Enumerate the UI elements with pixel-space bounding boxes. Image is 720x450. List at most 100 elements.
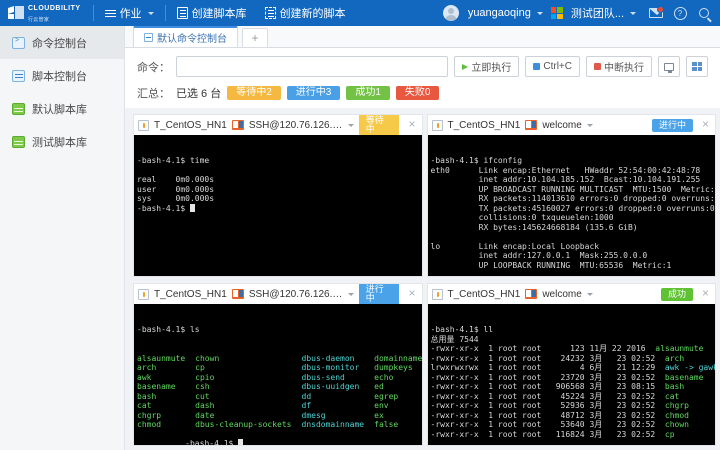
terminal-icon (525, 289, 538, 299)
terminal-command: -bash-4.1$ ls (137, 325, 200, 334)
sidebar: 命令控制台 脚本控制台 默认脚本库 测试脚本库 (0, 26, 125, 450)
terminal-lines: -bash-4.1$ time real 0m0.000s user 0m0.00… (137, 156, 215, 203)
terminal-icon (525, 120, 538, 130)
play-icon (462, 63, 469, 70)
terminal-output[interactable]: -bash-4.1$ ifconfig eth0 Link encap:Ether… (427, 135, 716, 276)
chevron-down-icon[interactable] (347, 292, 354, 296)
sidebar-item-command-console[interactable]: 命令控制台 (0, 26, 124, 59)
chevron-down-icon[interactable] (586, 292, 593, 296)
notification-dot (657, 6, 664, 13)
create-new-script-button[interactable]: 创建新的脚本 (256, 0, 355, 26)
host-icon (431, 288, 443, 300)
logo-name: CLOUDBILITY (28, 5, 81, 12)
sidebar-item-test-library[interactable]: 测试脚本库 (0, 125, 124, 158)
interrupt-label: 中断执行 (604, 63, 644, 74)
chevron-down-icon (147, 11, 154, 15)
content-area: 默认命令控制台 + 命令： 立即执行 Ctrl+C 中断执行 (125, 26, 720, 450)
chevron-down-icon (536, 11, 543, 15)
close-icon[interactable]: × (701, 117, 709, 131)
terminal-lines: -bash-4.1$ ifconfig eth0 Link encap:Ether… (430, 156, 716, 270)
close-icon[interactable]: × (408, 286, 416, 300)
console-icon (144, 33, 153, 42)
terminal-icon (231, 289, 244, 299)
sidebar-item-default-library[interactable]: 默认脚本库 (0, 92, 124, 125)
library-icon (12, 135, 25, 148)
create-script-library-label: 创建脚本库 (191, 8, 247, 20)
search-icon[interactable] (694, 3, 714, 23)
terminal-prompt: -bash-4.1$ (185, 439, 239, 445)
tab-default-command-console[interactable]: 默认命令控制台 (133, 26, 238, 47)
add-tab-button[interactable]: + (242, 28, 268, 47)
status-badge: 进行中 (358, 284, 400, 305)
close-icon[interactable]: × (408, 117, 416, 131)
user-name-label: yuangaoqing (467, 7, 531, 19)
terminal-panel-header: T_CentOS_HN1 welcome 成功 × (427, 284, 715, 304)
connection-name: SSH@120.76.126.93 (248, 119, 343, 131)
console-icon (12, 36, 25, 49)
terminal-output[interactable]: -bash-4.1$ time real 0m0.000s user 0m0.00… (134, 135, 422, 276)
status-badge-running[interactable]: 进行中3 (286, 86, 341, 100)
help-icon[interactable]: ? (670, 3, 690, 23)
close-icon[interactable]: × (701, 286, 709, 300)
run-now-label: 立即执行 (471, 63, 512, 74)
team-name-label: 测试团队... (570, 8, 624, 20)
terminal-output[interactable]: -bash-4.1$ ll 总用量 7544 -rwxr-xr-x 1 root r… (427, 304, 716, 445)
host-name: T_CentOS_HN1 (154, 288, 227, 300)
sidebar-item-label: 测试脚本库 (32, 136, 87, 149)
library-icon (12, 102, 25, 115)
user-menu[interactable]: yuangaoqing (442, 0, 549, 26)
app-logo[interactable]: CLOUDBILITY 行云管家 (0, 2, 91, 24)
command-row: 命令： 立即执行 Ctrl+C 中断执行 (125, 48, 720, 83)
logo-subtitle: 行云管家 (28, 17, 50, 23)
message-icon[interactable] (646, 3, 666, 23)
terminal-panel: T_CentOS_HN1 SSH@120.76.126.93 等待中 × -ba… (133, 114, 423, 277)
host-name: T_CentOS_HN1 (154, 119, 227, 131)
grid-layout-button[interactable] (686, 56, 708, 77)
interrupt-square-icon (594, 63, 601, 70)
chevron-down-icon (630, 11, 636, 15)
sidebar-item-script-console[interactable]: 脚本控制台 (0, 59, 124, 92)
sidebar-item-label: 脚本控制台 (32, 70, 87, 83)
status-badge-waiting[interactable]: 等待中2 (227, 86, 281, 100)
terminal-panel-grid: T_CentOS_HN1 SSH@120.76.126.93 等待中 × -ba… (125, 108, 720, 450)
doc-icon (176, 7, 188, 19)
terminal-panel: T_CentOS_HN1 welcome 进行中 × -bash-4.1$ if… (426, 114, 716, 277)
create-script-library-button[interactable]: 创建脚本库 (168, 0, 256, 26)
terminal-lines: -bash-4.1$ ll 总用量 7544 -rwxr-xr-x 1 root r… (430, 325, 716, 439)
host-icon (431, 119, 443, 131)
command-input[interactable] (176, 56, 449, 77)
terminal-ls-columns: alsaunmute arch awk basename bash cat ch… (137, 353, 422, 430)
terminal-panel: T_CentOS_HN1 SSH@120.76.126.93 进行中 × -ba… (133, 283, 423, 446)
top-navigation-bar: CLOUDBILITY 行云管家 作业 创建脚本库 创建新的脚本 yuangao… (0, 0, 720, 26)
menu-jobs[interactable]: 作业 (96, 0, 163, 26)
status-badge: 进行中 (651, 118, 693, 132)
new-window-button[interactable] (658, 56, 680, 77)
sidebar-item-label: 命令控制台 (32, 37, 87, 50)
terminal-panel-header: T_CentOS_HN1 welcome 进行中 × (427, 115, 715, 135)
logo-mark-icon (8, 6, 24, 20)
windows-logo-icon (550, 7, 563, 19)
team-menu[interactable]: 测试团队... (549, 0, 642, 26)
host-name: T_CentOS_HN1 (447, 288, 521, 300)
tab-label: 默认命令控制台 (157, 34, 227, 45)
command-label: 命令： (137, 61, 170, 74)
chevron-down-icon[interactable] (347, 123, 354, 127)
status-badge-success[interactable]: 成功1 (346, 86, 390, 100)
summary-row: 汇总： 已选 6 台 等待中2 进行中3 成功1 失败0 (125, 83, 720, 108)
terminal-prompt: -bash-4.1$ (137, 203, 190, 213)
status-badge-failed[interactable]: 失败0 (395, 86, 440, 100)
ctrl-c-button[interactable]: Ctrl+C (525, 56, 580, 77)
terminal-icon (231, 120, 244, 130)
connection-name: welcome (542, 119, 582, 131)
interrupt-button[interactable]: 中断执行 (586, 56, 652, 77)
terminal-cursor (189, 203, 195, 212)
host-icon (138, 288, 149, 300)
avatar (442, 5, 459, 21)
chevron-down-icon[interactable] (586, 123, 593, 127)
run-now-button[interactable]: 立即执行 (454, 56, 520, 77)
terminal-panel: T_CentOS_HN1 welcome 成功 × -bash-4.1$ ll 总… (426, 283, 716, 446)
terminal-output[interactable]: -bash-4.1$ ls alsaunmute arch awk basena… (134, 304, 422, 445)
status-badge: 成功 (660, 287, 693, 301)
terminal-cursor (238, 439, 244, 445)
connection-name: welcome (542, 288, 582, 300)
